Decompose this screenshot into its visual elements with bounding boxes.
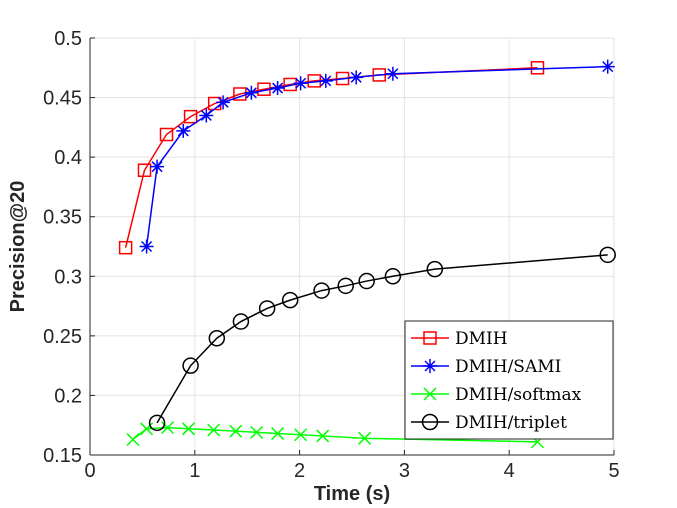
data-point-dmih-triplet <box>384 268 402 285</box>
y-tick-label: 0.4 <box>54 147 82 169</box>
y-tick-label: 0.3 <box>54 266 82 288</box>
x-tick-label: 4 <box>504 460 515 482</box>
data-point-dmih-softmax <box>316 429 330 443</box>
x-tick-label: 1 <box>189 460 200 482</box>
data-point-dmih-softmax <box>294 428 308 442</box>
y-tick-label: 0.35 <box>43 207 82 229</box>
legend: DMIH DMIH/SAMI DMIH/softmax DMIH/triplet <box>404 320 614 440</box>
data-point-dmih <box>530 61 545 75</box>
data-point-dmih-sami <box>318 73 333 88</box>
legend-box <box>404 320 614 440</box>
data-point-dmih-triplet <box>281 291 299 309</box>
legend-label-dmih-softmax: DMIH/softmax <box>455 385 582 405</box>
data-point-dmih-softmax <box>126 432 140 447</box>
tick-labels: 0 1 2 3 4 5 0.15 0.2 0.25 0.3 0.35 0.4 0.45 0.5 <box>43 28 620 482</box>
legend-marker-dmih-sami <box>423 359 437 373</box>
data-point-dmih-triplet <box>358 272 375 290</box>
data-point-dmih-triplet <box>313 282 330 299</box>
data-point-dmih-sami <box>600 59 615 74</box>
x-tick-label: 3 <box>399 460 410 482</box>
data-point-dmih-triplet <box>232 313 250 330</box>
y-tick-label: 0.45 <box>43 88 82 110</box>
series-line-dmih-softmax <box>132 426 538 443</box>
data-point-dmih-sami <box>150 159 165 174</box>
data-point-dmih-triplet <box>182 357 199 374</box>
data-point-dmih-triplet <box>208 329 226 347</box>
legend-marker-dmih-triplet <box>421 413 439 431</box>
data-point-dmih-softmax <box>207 423 221 437</box>
data-point-dmih-sami <box>349 70 364 85</box>
data-point-dmih-softmax <box>161 421 175 435</box>
series-layer <box>118 59 616 449</box>
data-point-dmih <box>137 163 152 177</box>
y-tick-label: 0.2 <box>54 385 82 407</box>
data-point-dmih-softmax <box>271 427 285 441</box>
data-point-dmih-sami <box>244 85 259 100</box>
y-tick-label: 0.25 <box>43 326 82 348</box>
data-point-dmih-triplet <box>337 277 354 295</box>
data-point-dmih <box>118 240 133 255</box>
x-tick-label: 0 <box>84 460 95 482</box>
y-tick-label: 0.15 <box>43 445 82 467</box>
data-point-dmih-sami <box>385 66 400 81</box>
data-point-dmih-sami <box>270 81 285 96</box>
data-point-dmih-triplet <box>258 300 276 317</box>
x-axis-label: Time (s) <box>314 483 390 505</box>
data-point-dmih-softmax <box>229 424 243 438</box>
y-tick-label: 0.5 <box>54 28 82 50</box>
data-point-dmih-softmax <box>181 422 196 436</box>
data-point-dmih <box>159 127 174 142</box>
data-point-dmih-sami <box>199 108 214 123</box>
data-point-dmih-softmax <box>358 431 372 445</box>
data-point-dmih-sami <box>293 76 308 91</box>
legend-label-dmih: DMIH <box>455 329 508 349</box>
data-point-dmih-sami <box>176 123 191 138</box>
data-point-dmih-triplet <box>148 414 166 432</box>
legend-marker-dmih-softmax <box>423 387 437 401</box>
x-tick-label: 2 <box>294 460 305 482</box>
y-axis-label: Precision@20 <box>7 181 29 313</box>
data-point-dmih-triplet <box>599 246 616 264</box>
legend-marker-dmih <box>423 331 437 345</box>
data-point-dmih-sami <box>216 95 231 110</box>
data-point-dmih-triplet <box>426 260 444 278</box>
legend-label-dmih-sami: DMIH/SAMI <box>455 357 561 377</box>
x-tick-label: 5 <box>608 460 619 482</box>
data-point-dmih-sami <box>139 239 154 254</box>
legend-label-dmih-triplet: DMIH/triplet <box>455 413 567 433</box>
data-point-dmih <box>183 109 198 124</box>
axes <box>89 37 615 456</box>
data-point-dmih-softmax <box>250 425 264 439</box>
